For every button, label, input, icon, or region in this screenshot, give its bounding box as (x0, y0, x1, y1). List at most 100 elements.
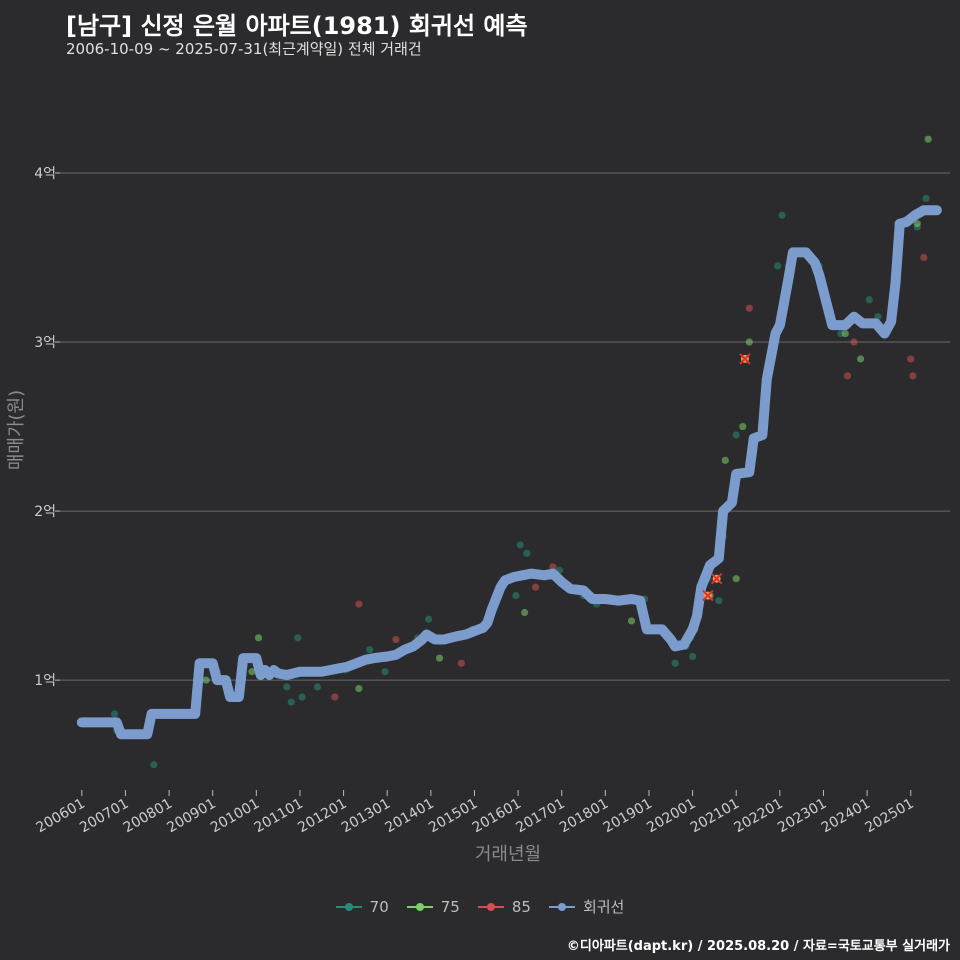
data-point-70 (778, 211, 786, 219)
data-point-70 (366, 646, 374, 654)
highlight-cross (739, 353, 751, 365)
source-caption: ©디아파트(dapt.kr) / 2025.08.20 / 자료=국토교통부 실… (566, 939, 950, 954)
x-tick-label: 202501 (862, 796, 916, 837)
data-point-70 (294, 634, 302, 642)
x-tick-label: 202001 (644, 796, 698, 837)
data-point-85 (531, 583, 540, 591)
data-point-85 (745, 304, 753, 312)
data-point-75 (248, 668, 256, 676)
data-point-75 (435, 654, 444, 662)
legend-swatch (477, 900, 504, 914)
data-point-70 (313, 683, 322, 691)
data-point-75 (745, 338, 753, 346)
y-axis-label: 매매가(원) (6, 390, 27, 470)
scatter-points (110, 135, 932, 769)
data-point-85 (331, 693, 339, 701)
legend-item: 85 (477, 896, 531, 917)
data-point-70 (671, 659, 679, 667)
regression-line (76, 205, 942, 740)
x-tick-label: 201601 (470, 796, 524, 837)
legend-item: 70 (335, 896, 389, 917)
x-tick-label: 201101 (252, 796, 306, 837)
legend-label: 70 (369, 897, 389, 916)
data-point-70 (150, 761, 158, 769)
legend: 70 75 85 회귀선 (0, 896, 960, 917)
data-point-70 (287, 698, 295, 706)
legend-label: 85 (511, 897, 531, 916)
data-point-70 (922, 194, 930, 202)
data-point-85 (355, 600, 363, 608)
data-point-85 (907, 355, 915, 363)
regression-path (76, 205, 942, 740)
data-point-85 (850, 338, 858, 346)
data-point-85 (549, 563, 557, 571)
x-axis-label: 거래년월 (475, 844, 541, 865)
legend-item: 75 (406, 896, 460, 917)
x-tick-label: 200901 (164, 796, 218, 837)
x-tick-label: 201201 (295, 796, 349, 837)
chart-title: [남구] 신정 은월 아파트(1981) 회귀선 예측 (66, 12, 528, 40)
x-tick-label: 202101 (688, 796, 742, 837)
data-point-75 (721, 456, 729, 464)
x-tick-label: 202201 (732, 796, 786, 837)
x-tick-label: 200601 (34, 796, 88, 837)
data-point-75 (913, 220, 921, 228)
x-tick-label: 201701 (513, 796, 567, 837)
data-point-70 (381, 668, 389, 676)
highlight-markers (702, 353, 751, 602)
data-point-75 (202, 676, 210, 684)
data-point-75 (627, 617, 636, 625)
x-tick-label: 202401 (819, 796, 873, 837)
data-point-85 (843, 372, 852, 380)
x-tick-label: 200701 (77, 796, 131, 837)
data-point-70 (425, 615, 433, 623)
grid-lines (60, 172, 950, 681)
data-point-70 (110, 710, 119, 718)
data-point-70 (283, 683, 291, 691)
data-point-70 (715, 597, 723, 605)
legend-label: 75 (440, 897, 460, 916)
chart-subtitle: 2006-10-09 ~ 2025-07-31(최근계약일) 전체 거래건 (66, 40, 422, 58)
x-tick-label: 201401 (383, 796, 437, 837)
legend-swatch (548, 900, 575, 914)
x-tick-label: 201801 (557, 796, 611, 837)
data-point-75 (924, 135, 932, 143)
highlight-cross (710, 572, 723, 585)
y-tick-label: 2억 (34, 504, 56, 520)
data-point-75 (739, 422, 747, 431)
data-point-70 (512, 591, 520, 600)
x-tick-label: 202301 (775, 796, 829, 837)
x-tick-label: 200801 (121, 796, 175, 837)
legend-swatch (335, 900, 362, 914)
data-point-75 (355, 684, 363, 693)
data-point-70 (774, 262, 782, 270)
data-point-85 (457, 659, 465, 667)
y-tick-label: 4억 (34, 166, 56, 182)
x-tick-label: 201301 (339, 796, 393, 837)
data-point-85 (909, 372, 917, 380)
legend-swatch (406, 900, 433, 914)
legend-item: 회귀선 (548, 896, 625, 917)
x-axis: 2006012007012008012009012010012011012012… (34, 790, 917, 836)
data-point-75 (732, 575, 740, 583)
data-point-70 (516, 541, 524, 549)
data-point-75 (856, 355, 865, 363)
legend-label: 회귀선 (582, 898, 625, 916)
data-point-70 (732, 431, 740, 439)
data-point-75 (521, 608, 529, 617)
y-axis: 1억 2억 3억 4억 (34, 166, 60, 689)
y-tick-label: 1억 (34, 673, 56, 689)
data-point-85 (392, 635, 400, 644)
data-point-75 (254, 634, 263, 642)
data-point-70 (523, 549, 531, 557)
data-point-85 (920, 253, 928, 262)
data-point-75 (841, 329, 849, 338)
highlight-cross (702, 589, 714, 602)
data-point-70 (688, 652, 697, 661)
x-tick-label: 201901 (601, 796, 655, 837)
data-point-70 (865, 296, 873, 304)
y-tick-label: 3억 (34, 335, 56, 351)
data-point-70 (298, 693, 306, 701)
x-tick-label: 201001 (208, 796, 262, 837)
